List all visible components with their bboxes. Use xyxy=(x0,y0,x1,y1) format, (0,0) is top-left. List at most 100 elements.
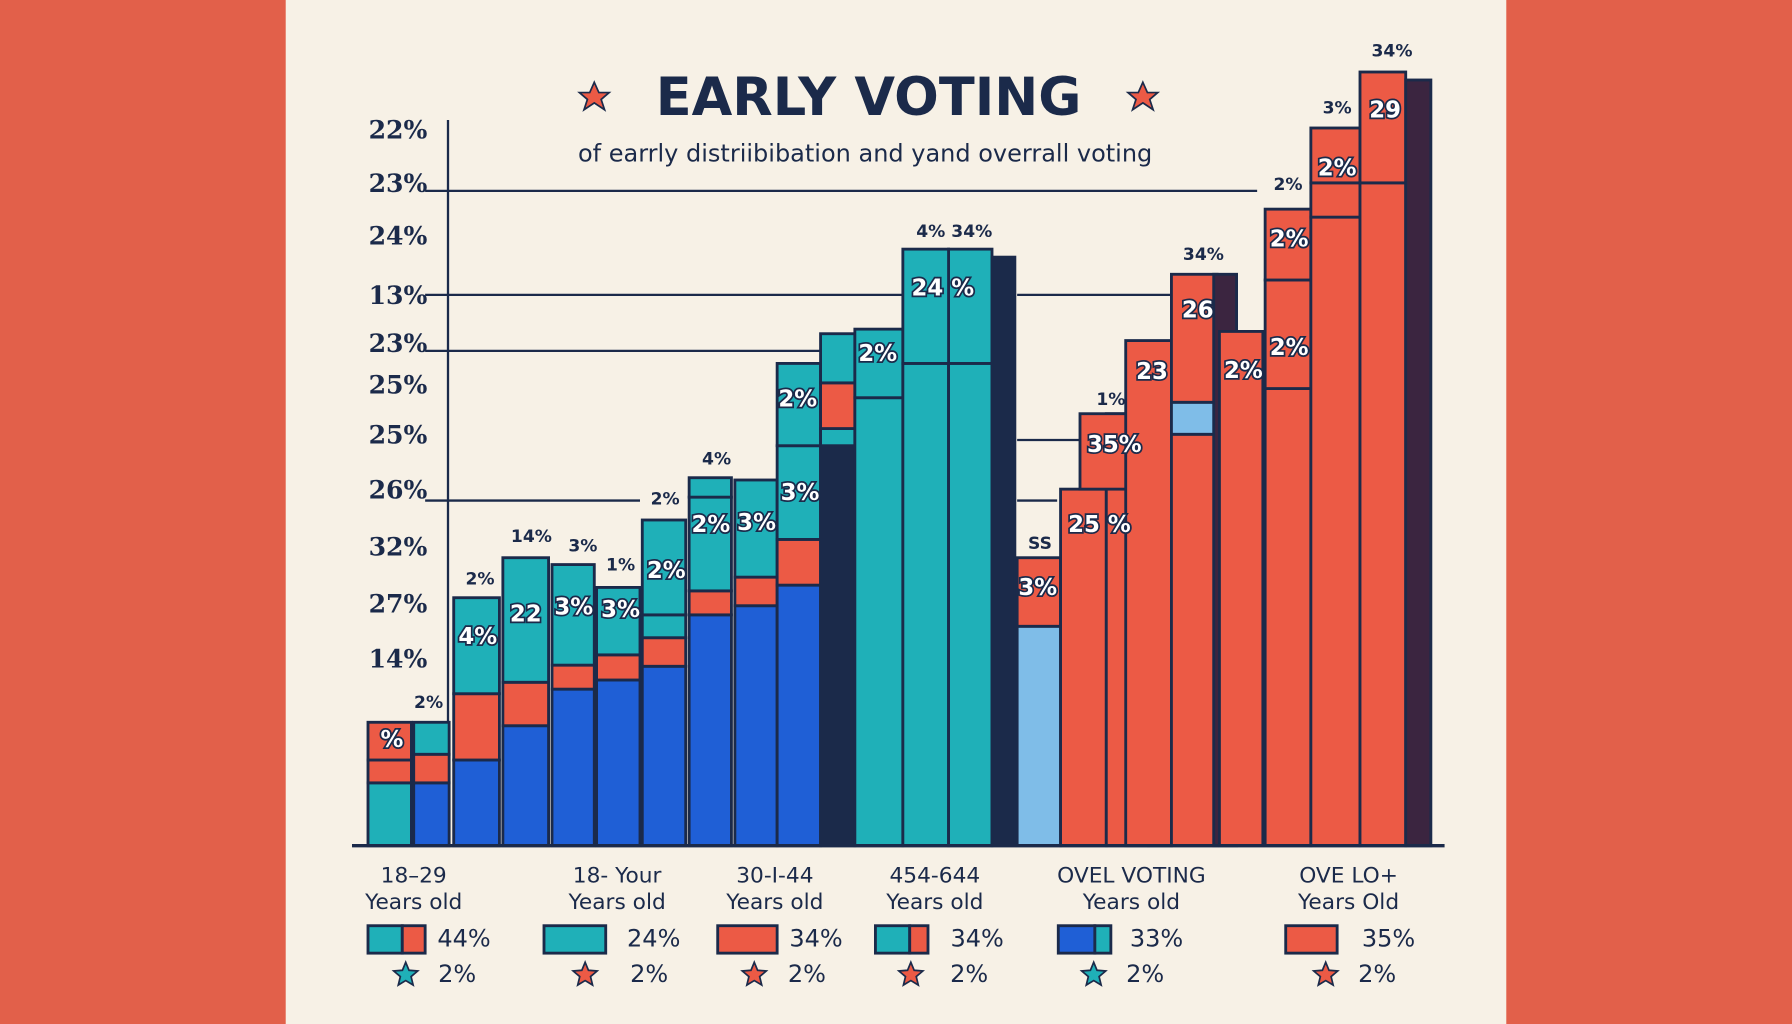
legend-swatch xyxy=(366,924,404,955)
bar-segment xyxy=(1358,181,1408,848)
bar-segment xyxy=(775,444,822,541)
legend-note: 2% xyxy=(1126,960,1164,988)
star xyxy=(1125,80,1161,112)
bar-segment xyxy=(640,518,688,617)
legend-note: 2% xyxy=(1358,960,1396,988)
legend-swatch xyxy=(1284,924,1339,955)
top-label: 1% xyxy=(606,556,635,576)
bar-label: 3% xyxy=(554,594,593,620)
bar-segment xyxy=(595,678,642,848)
bar-segment xyxy=(1170,272,1219,404)
bar-label: 4% xyxy=(458,624,497,650)
bar-segment xyxy=(1170,400,1219,436)
category-label: 30-I-44 xyxy=(736,864,813,889)
category-label: Years old xyxy=(568,890,666,915)
top-label: 2% xyxy=(414,693,443,713)
y-label: 32% xyxy=(369,532,428,562)
bar-segment xyxy=(733,575,779,608)
bar-segment xyxy=(366,720,413,762)
category-label: Years old xyxy=(885,890,983,915)
bar-segment xyxy=(1309,126,1362,185)
bar-segment xyxy=(452,596,501,696)
top-label: 14% xyxy=(511,527,552,547)
legend-value: 33% xyxy=(1130,924,1183,952)
category-label: Years old xyxy=(1082,890,1180,915)
legend-star xyxy=(391,960,420,987)
category-label: 18–29 xyxy=(381,864,447,889)
bar-label: 3% xyxy=(737,510,776,536)
bar-segment xyxy=(1358,70,1408,185)
legend-note: 2% xyxy=(630,960,668,988)
top-label: 3% xyxy=(1323,99,1352,119)
legend-value: 35% xyxy=(1362,924,1415,952)
legend-star xyxy=(1311,960,1340,987)
bar-segment xyxy=(819,332,857,385)
bar-segment xyxy=(733,478,779,579)
bar-segment xyxy=(1309,181,1362,219)
bar-label: 2% xyxy=(778,387,817,413)
legend-value: 44% xyxy=(437,924,490,952)
top-label: 2% xyxy=(1273,175,1302,195)
bar-segment xyxy=(819,381,857,430)
top-label: 3% xyxy=(568,536,597,556)
top-label: SS xyxy=(1028,534,1052,554)
bar-segment xyxy=(733,604,779,848)
bar-label: 26 xyxy=(1182,297,1214,323)
bar-segment xyxy=(947,362,994,848)
bar-segment xyxy=(1015,556,1062,628)
bar-segment xyxy=(1170,432,1219,848)
bar-segment xyxy=(687,613,733,848)
chart-title: EARLY VOTING xyxy=(656,67,1082,128)
category-label: 454-644 xyxy=(890,864,981,889)
bar-label: 3% xyxy=(1018,575,1057,601)
bar-label: 35% xyxy=(1087,432,1142,458)
bar-segment xyxy=(687,495,733,593)
bar-label: 23 xyxy=(1136,359,1168,385)
y-label: 25% xyxy=(369,420,428,450)
legend-swatch xyxy=(716,924,779,955)
bar-segment xyxy=(595,586,642,657)
top-label: 2% xyxy=(651,489,680,509)
legend-note: 2% xyxy=(788,960,826,988)
legend-star xyxy=(896,960,926,987)
bar-label: % xyxy=(381,727,404,753)
star xyxy=(577,80,612,112)
legend-swatch xyxy=(542,924,608,955)
bar-label: 22 xyxy=(510,601,542,627)
legend-swatch xyxy=(400,924,427,955)
bar-segment xyxy=(366,758,413,785)
bar-segment xyxy=(1218,330,1265,848)
bar-segment xyxy=(550,563,596,667)
bar-segment xyxy=(775,362,822,448)
bar-label: 2% xyxy=(1318,156,1357,182)
bar-label: 3% xyxy=(601,597,640,623)
bar-segment xyxy=(1263,387,1313,848)
top-label: 4% 34% xyxy=(916,222,992,242)
bar-segment xyxy=(687,589,733,617)
legend-note: 2% xyxy=(950,960,988,988)
bar-segment xyxy=(853,396,905,848)
legend-swatch xyxy=(1093,924,1113,955)
bar-segment xyxy=(640,664,688,848)
bar-label: 29 xyxy=(1369,97,1401,123)
bar-segment xyxy=(901,247,950,365)
bar-segment xyxy=(412,752,451,785)
category-label: Years Old xyxy=(1297,890,1399,915)
bar-segment xyxy=(1124,339,1173,848)
bar-segment xyxy=(452,758,501,848)
top-label: 34% xyxy=(1183,245,1224,265)
bar-segment xyxy=(550,687,596,848)
top-label: 34% xyxy=(1372,41,1413,61)
bar-label: 2% xyxy=(647,558,686,584)
bar-segment xyxy=(947,247,994,365)
legend-swatch xyxy=(908,924,930,955)
bar-segment xyxy=(1263,207,1313,282)
bar-label: 24 % xyxy=(912,276,975,302)
legend-value: 34% xyxy=(950,924,1003,952)
top-label: 2% xyxy=(465,569,494,589)
bar-segment xyxy=(501,680,550,728)
y-label: 23% xyxy=(369,168,428,198)
legend-star xyxy=(740,960,769,987)
legend-note: 2% xyxy=(438,960,476,988)
y-label: 27% xyxy=(369,589,428,619)
